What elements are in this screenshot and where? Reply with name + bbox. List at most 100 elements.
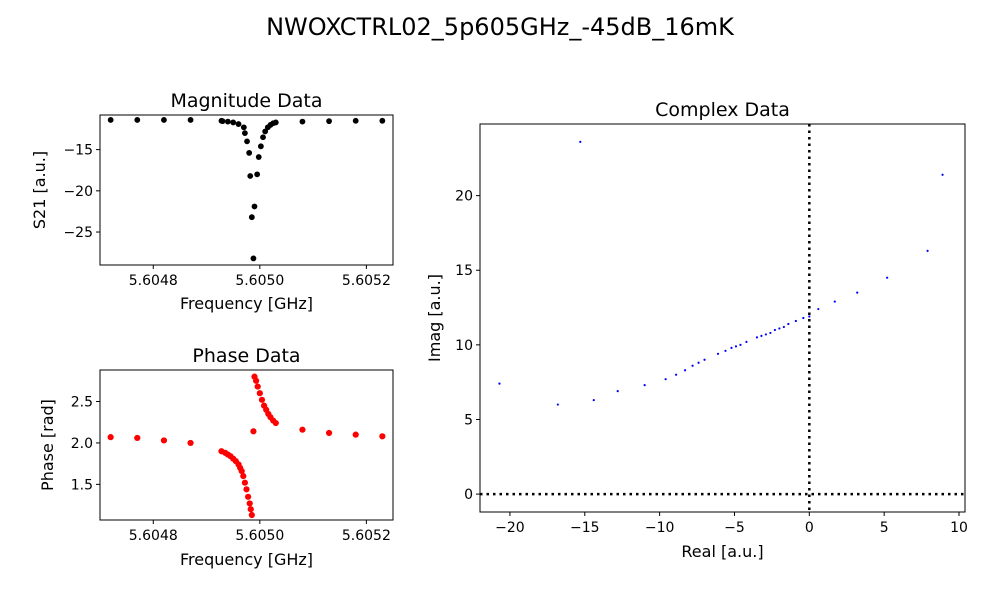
complex-point	[691, 364, 694, 367]
magnitude-point	[246, 150, 253, 156]
complex-point	[926, 249, 929, 252]
phase-xtick-label: 5.6052	[342, 528, 391, 544]
phase-point	[352, 431, 359, 438]
complex-xtick-label: −10	[645, 520, 675, 536]
complex-point	[817, 307, 820, 311]
complex-point	[755, 336, 759, 339]
complex-point	[716, 352, 720, 355]
phase-title: Phase Data	[192, 345, 300, 367]
phase-xtick-label: 5.6050	[235, 528, 284, 544]
complex-ytick-label: 5	[464, 412, 473, 428]
complex-point	[643, 384, 646, 387]
phase-panel: Phase Data 5.6048 5.6050 5.6052 1.5 2.0 2.5 Fre…	[38, 345, 394, 569]
complex-point	[730, 346, 733, 349]
complex-point	[683, 369, 687, 372]
magnitude-ytick-label: −20	[63, 184, 93, 200]
magnitude-point	[262, 128, 269, 135]
magnitude-point	[257, 143, 264, 150]
phase-ytick-label: 2.5	[71, 394, 93, 410]
magnitude-point	[248, 214, 255, 221]
phase-frame	[99, 369, 394, 521]
complex-xlabel: Real [a.u.]	[681, 542, 763, 561]
magnitude-panel: Magnitude Data 5.6048 5.6050 5.6052 −15 −20 −2…	[30, 90, 394, 313]
complex-point	[769, 331, 772, 335]
phase-point	[272, 419, 279, 427]
complex-point	[556, 403, 559, 406]
phase-point	[247, 506, 254, 513]
magnitude-point	[352, 117, 359, 124]
complex-point	[592, 398, 595, 402]
phase-point	[241, 479, 248, 486]
magnitude-xtick-label: 5.6052	[342, 273, 391, 289]
complex-point	[886, 276, 889, 279]
magnitude-point	[240, 124, 247, 131]
phase-ylabel: Phase [rad]	[38, 399, 57, 491]
complex-point	[498, 382, 501, 385]
phase-point	[245, 493, 252, 500]
magnitude-point	[250, 255, 257, 262]
complex-ytick-label: 15	[455, 263, 473, 279]
magnitude-xtick-label: 5.6050	[235, 273, 284, 289]
complex-xtick-label: −15	[570, 520, 600, 536]
phase-point	[252, 377, 260, 384]
magnitude-frame	[99, 114, 394, 266]
phase-point	[134, 434, 141, 442]
complex-point	[616, 390, 619, 393]
phase-ytick-label: 1.5	[71, 477, 93, 493]
magnitude-point	[230, 119, 237, 126]
complex-point	[787, 322, 790, 326]
complex-point	[745, 340, 748, 343]
magnitude-point	[299, 118, 306, 125]
complex-ylabel: Imag [a.u.]	[425, 274, 444, 362]
complex-point	[794, 319, 797, 323]
complex-xtick-label: −5	[724, 520, 745, 536]
complex-point	[764, 333, 768, 336]
phase-point	[160, 437, 168, 444]
complex-point	[833, 300, 836, 303]
magnitude-point	[235, 121, 242, 127]
magnitude-point	[107, 117, 114, 123]
complex-xtick-label: 5	[880, 520, 889, 536]
complex-ytick-label: 10	[455, 338, 473, 354]
magnitude-title: Magnitude Data	[170, 90, 322, 112]
magnitude-ytick-label: −25	[63, 225, 93, 241]
phase-point	[258, 396, 266, 403]
complex-xtick-label: 10	[950, 520, 968, 536]
complex-point	[773, 328, 776, 332]
phase-point	[254, 383, 261, 390]
phase-point	[240, 472, 247, 480]
magnitude-ylabel: S21 [a.u.]	[30, 151, 49, 229]
phase-point	[256, 390, 263, 397]
magnitude-point	[379, 117, 386, 124]
magnitude-ytick-label: −15	[63, 143, 93, 159]
complex-point	[734, 345, 738, 348]
phase-point	[299, 426, 306, 433]
magnitude-xtick-label: 5.6048	[129, 273, 178, 289]
magnitude-point	[187, 117, 194, 123]
complex-point	[778, 327, 781, 330]
magnitude-point	[161, 117, 167, 123]
complex-ytick-label: 20	[455, 189, 473, 205]
magnitude-point	[255, 154, 262, 160]
magnitude-point	[260, 134, 266, 141]
phase-point	[107, 434, 114, 441]
magnitude-point	[134, 117, 141, 123]
magnitude-point	[244, 138, 250, 145]
complex-point	[724, 349, 727, 352]
figure-suptitle: NWOXCTRL02_5p605GHz_-45dB_16mK	[266, 13, 735, 41]
complex-ytick-label: 0	[464, 487, 473, 503]
phase-point	[243, 486, 250, 493]
magnitude-point	[242, 130, 248, 137]
magnitude-point	[251, 203, 258, 210]
phase-point	[379, 433, 386, 440]
phase-xlabel: Frequency [GHz]	[180, 550, 313, 569]
magnitude-point	[247, 173, 254, 179]
complex-point	[941, 173, 944, 176]
complex-point	[739, 343, 742, 346]
phase-point	[250, 428, 257, 435]
complex-xtick-label: −20	[495, 520, 525, 536]
complex-point	[808, 315, 811, 318]
phase-point	[325, 429, 333, 437]
magnitude-point	[272, 119, 279, 126]
